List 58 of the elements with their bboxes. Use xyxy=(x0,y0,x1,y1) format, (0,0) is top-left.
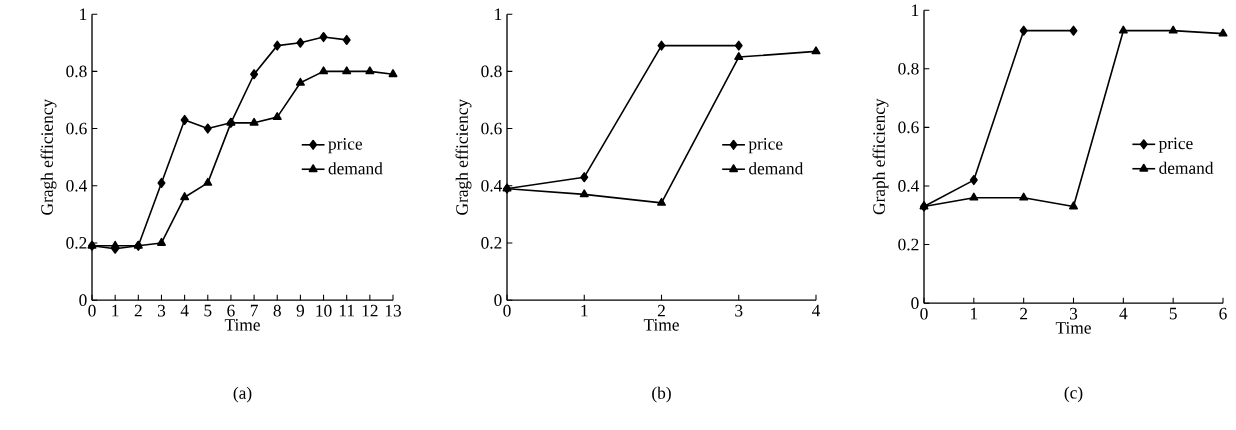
x-tick-label: 3 xyxy=(157,304,166,317)
y-tick-label: 0.4 xyxy=(898,180,920,192)
x-tick-label: 5 xyxy=(204,304,212,317)
y-tick-label: 0.2 xyxy=(481,237,502,249)
y-tick-label: 0.2 xyxy=(66,237,87,249)
x-tick-label: 12 xyxy=(362,304,378,317)
x-tick-label: 1 xyxy=(112,304,119,317)
x-tick-label: 4 xyxy=(1119,307,1128,320)
x-axis-title: Time xyxy=(1055,321,1091,334)
y-tick-label: 0.4 xyxy=(66,179,88,192)
text: (c) xyxy=(1064,386,1083,403)
x-tick-label: 3 xyxy=(735,304,743,317)
legend-label: price xyxy=(1158,137,1193,153)
y-tick-label: 1 xyxy=(80,8,87,20)
y-tick-label: 0.8 xyxy=(66,65,87,78)
y-tick-label: 0 xyxy=(494,294,502,306)
y-tick-label: 0.6 xyxy=(481,122,502,135)
y-tick-label: 0.8 xyxy=(898,62,919,75)
x-tick-label: 10 xyxy=(316,304,332,317)
x-tick-label: 0 xyxy=(503,304,511,317)
x-tick-label: 2 xyxy=(1020,307,1028,320)
x-axis-title: Time xyxy=(643,318,679,331)
legend-label: demand xyxy=(1159,161,1214,174)
x-tick-label: 1 xyxy=(971,307,978,320)
y-tick-label: 0 xyxy=(79,294,87,306)
y-tick-label: 0.8 xyxy=(481,65,502,78)
y-axis-title: Gragh efficiency xyxy=(455,98,472,215)
x-tick-label: 3 xyxy=(1070,307,1078,320)
y-axis-title: Graph efficiency xyxy=(872,98,889,215)
x-tick-label: 4 xyxy=(180,304,189,317)
x-axis-title: Time xyxy=(224,318,260,331)
x-tick-label: 0 xyxy=(88,304,96,317)
legend-label: demand xyxy=(328,162,383,175)
text: (a) xyxy=(233,386,252,403)
x-tick-label: 6 xyxy=(227,304,235,317)
legend-label: price xyxy=(748,138,783,154)
text: (b) xyxy=(652,386,671,403)
x-tick-label: 6 xyxy=(1219,307,1227,320)
y-axis-title: Gragh efficiency xyxy=(40,98,57,215)
x-tick-label: 13 xyxy=(385,304,401,317)
legend-label: demand xyxy=(749,162,804,175)
x-tick-label: 9 xyxy=(296,304,304,317)
x-tick-label: 7 xyxy=(250,304,258,317)
x-tick-label: 2 xyxy=(134,304,142,317)
y-tick-label: 0.6 xyxy=(898,121,919,134)
legend-label: price xyxy=(328,138,363,154)
x-tick-label: 11 xyxy=(339,304,355,317)
y-tick-label: 0.2 xyxy=(898,238,919,251)
y-tick-label: 0.6 xyxy=(66,122,87,135)
y-tick-label: 0.4 xyxy=(481,179,503,192)
x-tick-label: 2 xyxy=(657,304,665,317)
x-tick-label: 0 xyxy=(920,307,928,320)
y-tick-label: 1 xyxy=(495,8,502,20)
x-tick-label: 8 xyxy=(273,304,281,317)
y-tick-label: 1 xyxy=(912,4,919,16)
x-tick-label: 5 xyxy=(1169,307,1177,320)
x-tick-label: 4 xyxy=(812,304,821,317)
x-tick-label: 1 xyxy=(581,304,588,317)
